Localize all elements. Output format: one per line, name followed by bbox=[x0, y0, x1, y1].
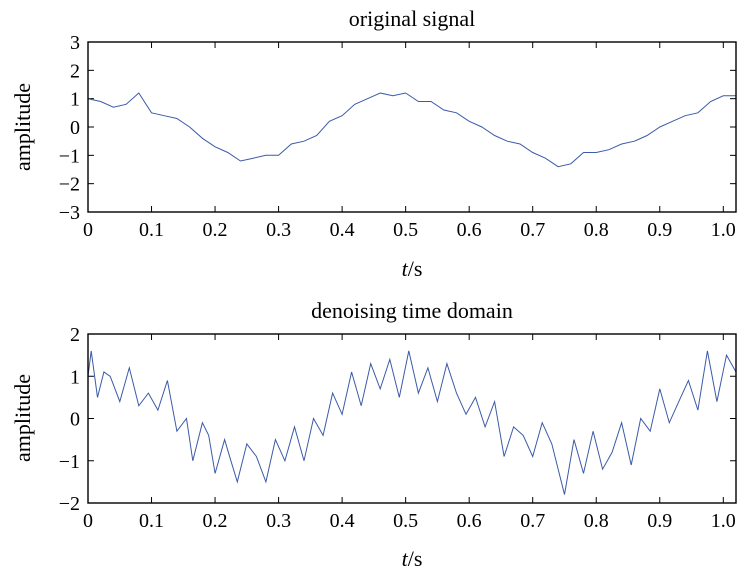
plot-frame bbox=[87, 333, 737, 504]
x-tick-label: 0.8 bbox=[584, 219, 609, 241]
y-tick-label: −2 bbox=[59, 174, 80, 196]
x-axis-label: t/s bbox=[402, 546, 423, 571]
x-axis-label-unit: /s bbox=[408, 546, 423, 571]
y-tick-label: 2 bbox=[70, 324, 80, 346]
plot-frame bbox=[87, 41, 737, 213]
chart-title: denoising time domain bbox=[311, 298, 513, 323]
x-tick-label: 0.5 bbox=[393, 219, 418, 241]
y-tick-label: 0 bbox=[70, 117, 80, 139]
panel-denoising-time-domain: denoising time domain amplitude t/s 0 0.1… bbox=[10, 298, 737, 571]
y-tick-label: 2 bbox=[70, 60, 80, 82]
x-tick-label: 0.6 bbox=[457, 510, 482, 532]
y-tick-label: 0 bbox=[70, 409, 80, 431]
x-tick-label: 0.2 bbox=[203, 219, 228, 241]
x-axis-label-unit: /s bbox=[408, 256, 423, 281]
chart-title: original signal bbox=[349, 6, 475, 31]
y-axis-label: amplitude bbox=[10, 83, 35, 171]
y-tick-label: −1 bbox=[59, 451, 80, 473]
x-tick-label: 0.9 bbox=[647, 510, 672, 532]
x-tick-label: 0.4 bbox=[330, 510, 355, 532]
y-axis-label: amplitude bbox=[10, 374, 35, 462]
y-tick-label: −2 bbox=[59, 493, 80, 515]
y-tick-label: 1 bbox=[70, 366, 80, 388]
tick-group: 0 0.1 0.2 0.3 0.4 0.5 0.6 0.7 0.8 0.9 1.0 2 1 0 −1 −2 bbox=[59, 324, 736, 532]
series-line bbox=[87, 92, 736, 168]
x-axis-label: t/s bbox=[402, 256, 423, 281]
x-tick-label: 1.0 bbox=[711, 510, 736, 532]
x-tick-label: 0 bbox=[83, 510, 93, 532]
x-tick-label: 1.0 bbox=[711, 219, 736, 241]
y-tick-label: −3 bbox=[59, 202, 80, 224]
x-tick-label: 0.3 bbox=[266, 219, 291, 241]
x-axis-label-var: t bbox=[402, 546, 409, 571]
y-tick-label: −1 bbox=[59, 145, 80, 167]
x-tick-label: 0.9 bbox=[647, 219, 672, 241]
x-tick-label: 0.2 bbox=[203, 510, 228, 532]
x-tick-label: 0.1 bbox=[139, 219, 164, 241]
tick-group: 0 0.1 0.2 0.3 0.4 0.5 0.6 0.7 0.8 0.9 1.0 3 2 1 0 −1 −2 −… bbox=[59, 32, 736, 241]
x-axis-label-var: t bbox=[402, 256, 409, 281]
x-tick-label: 0.5 bbox=[393, 510, 418, 532]
x-tick-label: 0 bbox=[83, 219, 93, 241]
x-tick-label: 0.7 bbox=[520, 219, 545, 241]
panel-original-signal: original signal amplitude t/s 0 0.1 0.2 0.3… bbox=[10, 6, 737, 281]
x-tick-label: 0.1 bbox=[139, 510, 164, 532]
x-tick-label: 0.7 bbox=[520, 510, 545, 532]
y-tick-label: 1 bbox=[70, 89, 80, 111]
x-tick-label: 0.8 bbox=[584, 510, 609, 532]
y-tick-label: 3 bbox=[70, 32, 80, 54]
x-tick-label: 0.4 bbox=[330, 219, 355, 241]
x-tick-label: 0.6 bbox=[457, 219, 482, 241]
series-line bbox=[87, 350, 737, 495]
x-tick-label: 0.3 bbox=[266, 510, 291, 532]
